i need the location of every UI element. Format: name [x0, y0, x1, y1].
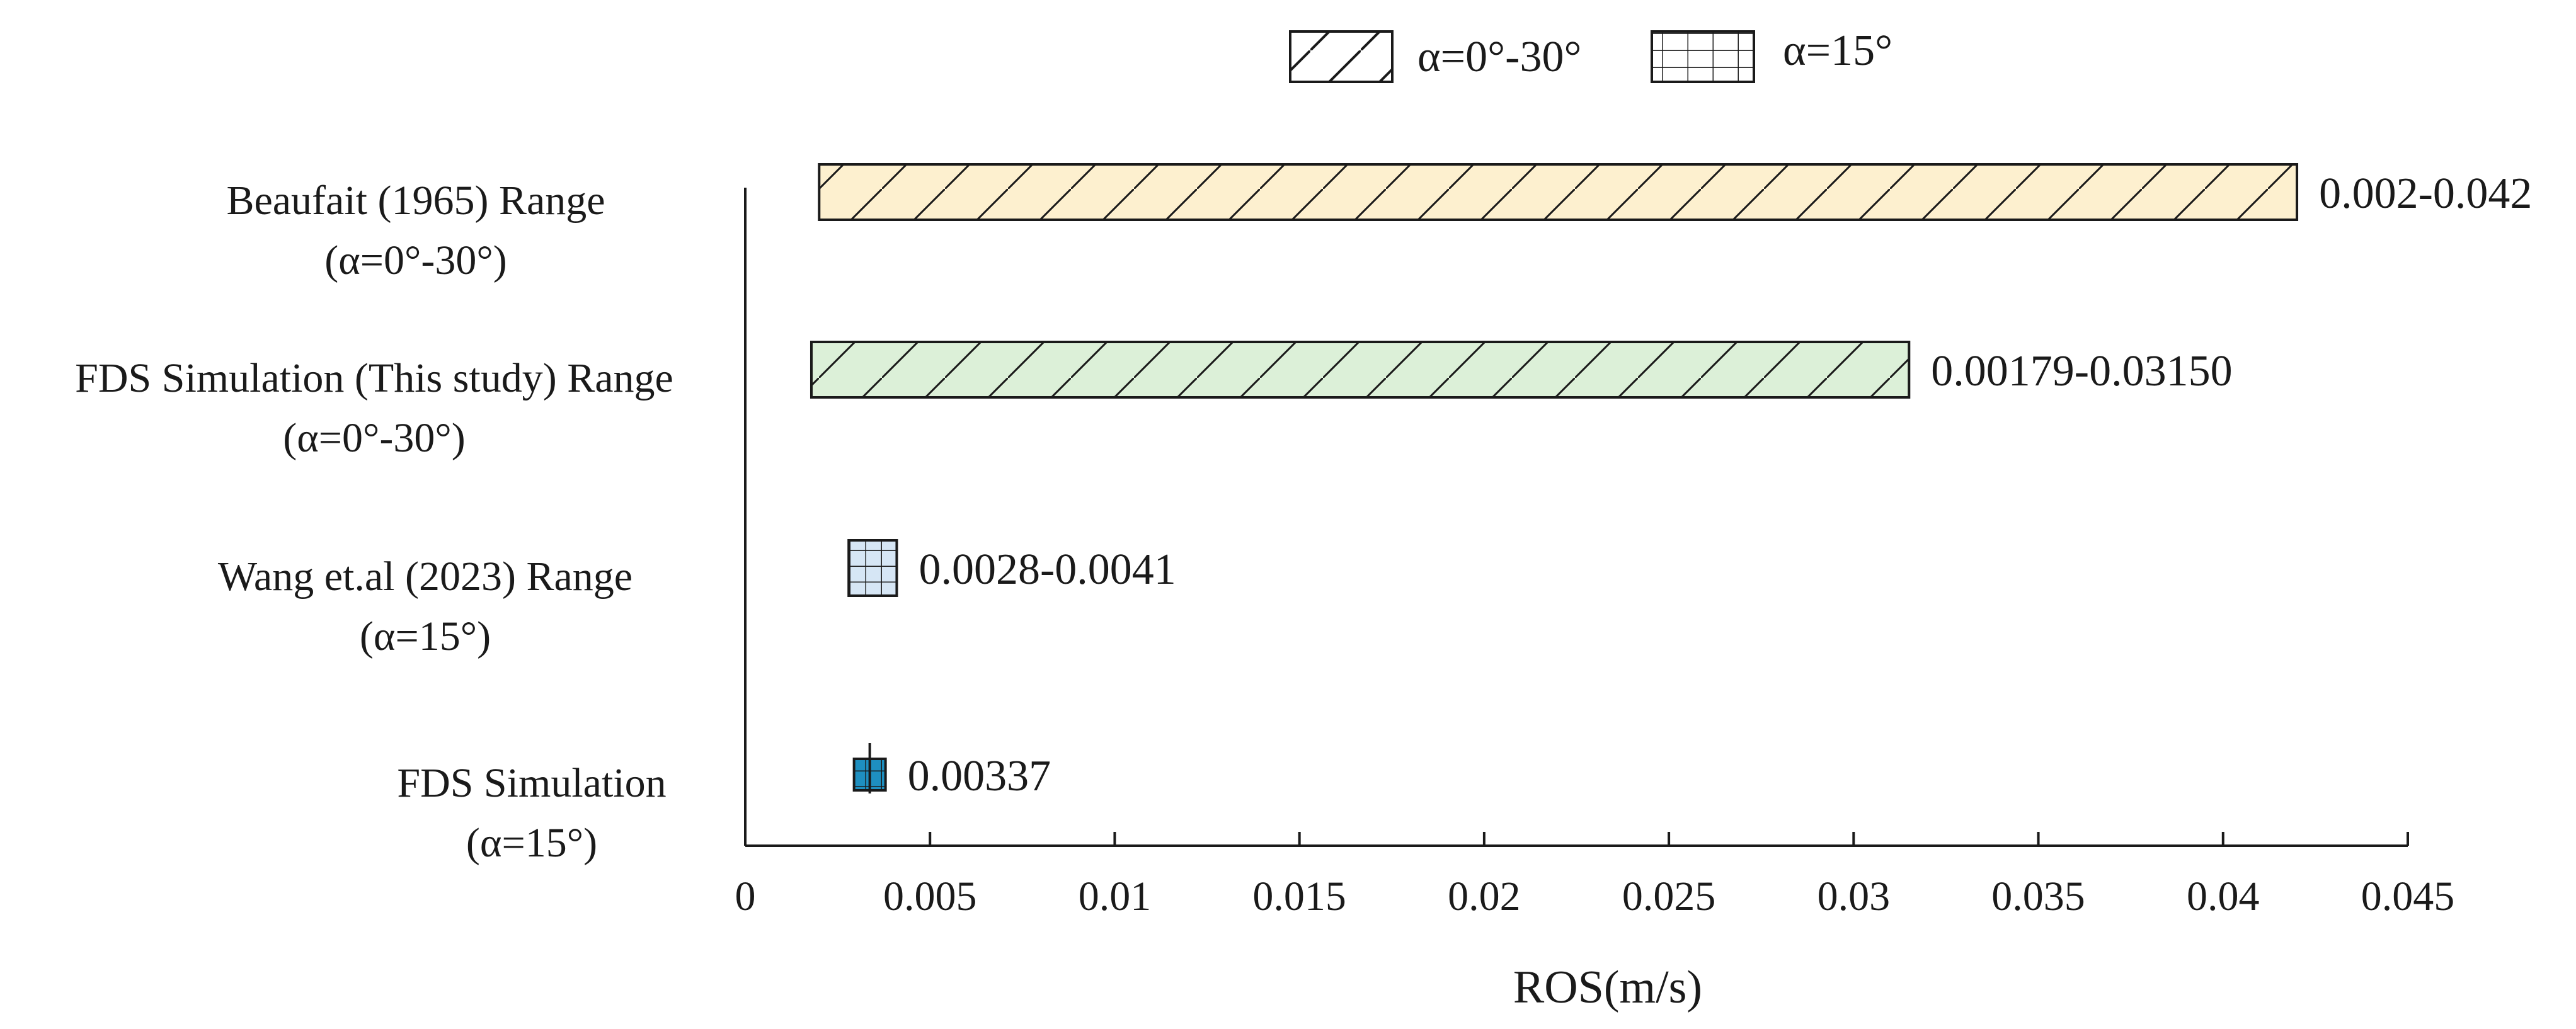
legend-item-diagonal: α=0°-30°: [1289, 30, 1581, 83]
bar-value-label: 0.0028-0.0041: [919, 545, 1176, 594]
bar-value-label: 0.00179-0.03150: [1931, 347, 2232, 395]
x-tick-label: 0.045: [2361, 873, 2455, 919]
category-sublabel: (α=15°): [466, 820, 597, 866]
category-sublabel: (α=15°): [360, 613, 491, 659]
legend-swatch-grid-hatch: [1652, 31, 1754, 82]
x-tick-label: 0.02: [1448, 873, 1521, 919]
bar-hatch: [849, 540, 897, 596]
category-label: Beaufait (1965) Range: [226, 178, 605, 224]
x-tick-label: 0.04: [2187, 873, 2260, 919]
category-sublabel: (α=0°-30°): [324, 237, 507, 283]
legend-label-grid: α=15°: [1783, 26, 1892, 75]
legend-label-diagonal: α=0°-30°: [1417, 33, 1581, 81]
value-labels: 0.002-0.042 0.00179-0.03150 0.0028-0.0041 0…: [908, 169, 2533, 800]
x-tick-label: 0.025: [1622, 873, 1716, 919]
x-axis-title: ROS(m/s): [1513, 962, 1702, 1013]
category-label: FDS Simulation: [397, 760, 666, 806]
category-label: Wang et.al (2023) Range: [218, 554, 633, 600]
x-tick-label: 0.03: [1818, 873, 1891, 919]
x-tick-label: 0: [735, 873, 756, 919]
x-tick-label: 0.01: [1079, 873, 1152, 919]
bar-hatch: [811, 342, 1909, 397]
x-tick-label: 0.015: [1252, 873, 1346, 919]
category-sublabel: (α=0°-30°): [283, 415, 466, 461]
bars: [810, 163, 2299, 793]
legend-swatch-diagonal-hatch: [1290, 31, 1392, 82]
legend-item-grid: α=15°: [1651, 26, 1892, 83]
legend: α=0°-30° α=15°: [1289, 26, 1892, 83]
x-tick-label: 0.005: [883, 873, 977, 919]
x-tick-label: 0.035: [1991, 873, 2085, 919]
category-labels: Beaufait (1965) Range (α=0°-30°) FDS Simul…: [75, 178, 673, 866]
x-ticks: 0 0.005 0.01 0.015 0.02 0.025 0.03 0.035 0.04 0.0…: [735, 832, 2455, 919]
bar-hatch: [819, 164, 2298, 220]
bar-value-label: 0.002-0.042: [2319, 169, 2532, 218]
category-label: FDS Simulation (This study) Range: [75, 355, 673, 401]
bar-value-label: 0.00337: [908, 752, 1051, 800]
